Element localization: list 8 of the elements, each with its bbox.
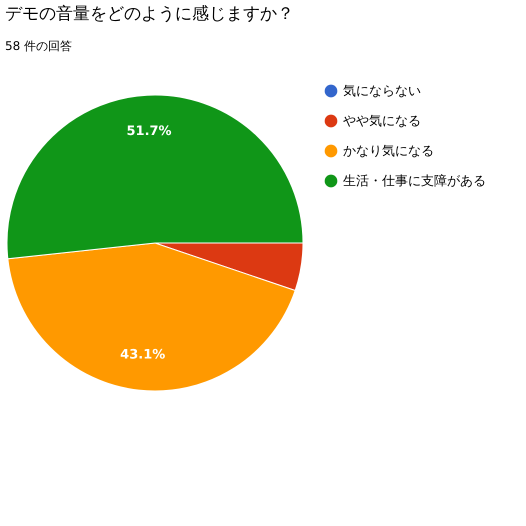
legend-label: やや気になる bbox=[343, 114, 421, 129]
legend-label: 気にならない bbox=[343, 84, 421, 99]
legend-label: かなり気になる bbox=[343, 144, 434, 159]
chart-title: デモの音量をどのように感じますか？ bbox=[5, 4, 294, 24]
legend-label: 生活・仕事に支障がある bbox=[343, 174, 486, 189]
data-label: 51.7% bbox=[126, 124, 172, 140]
data-label: 43.1% bbox=[120, 347, 166, 362]
chart-subtitle: 58 件の回答 bbox=[5, 39, 72, 53]
